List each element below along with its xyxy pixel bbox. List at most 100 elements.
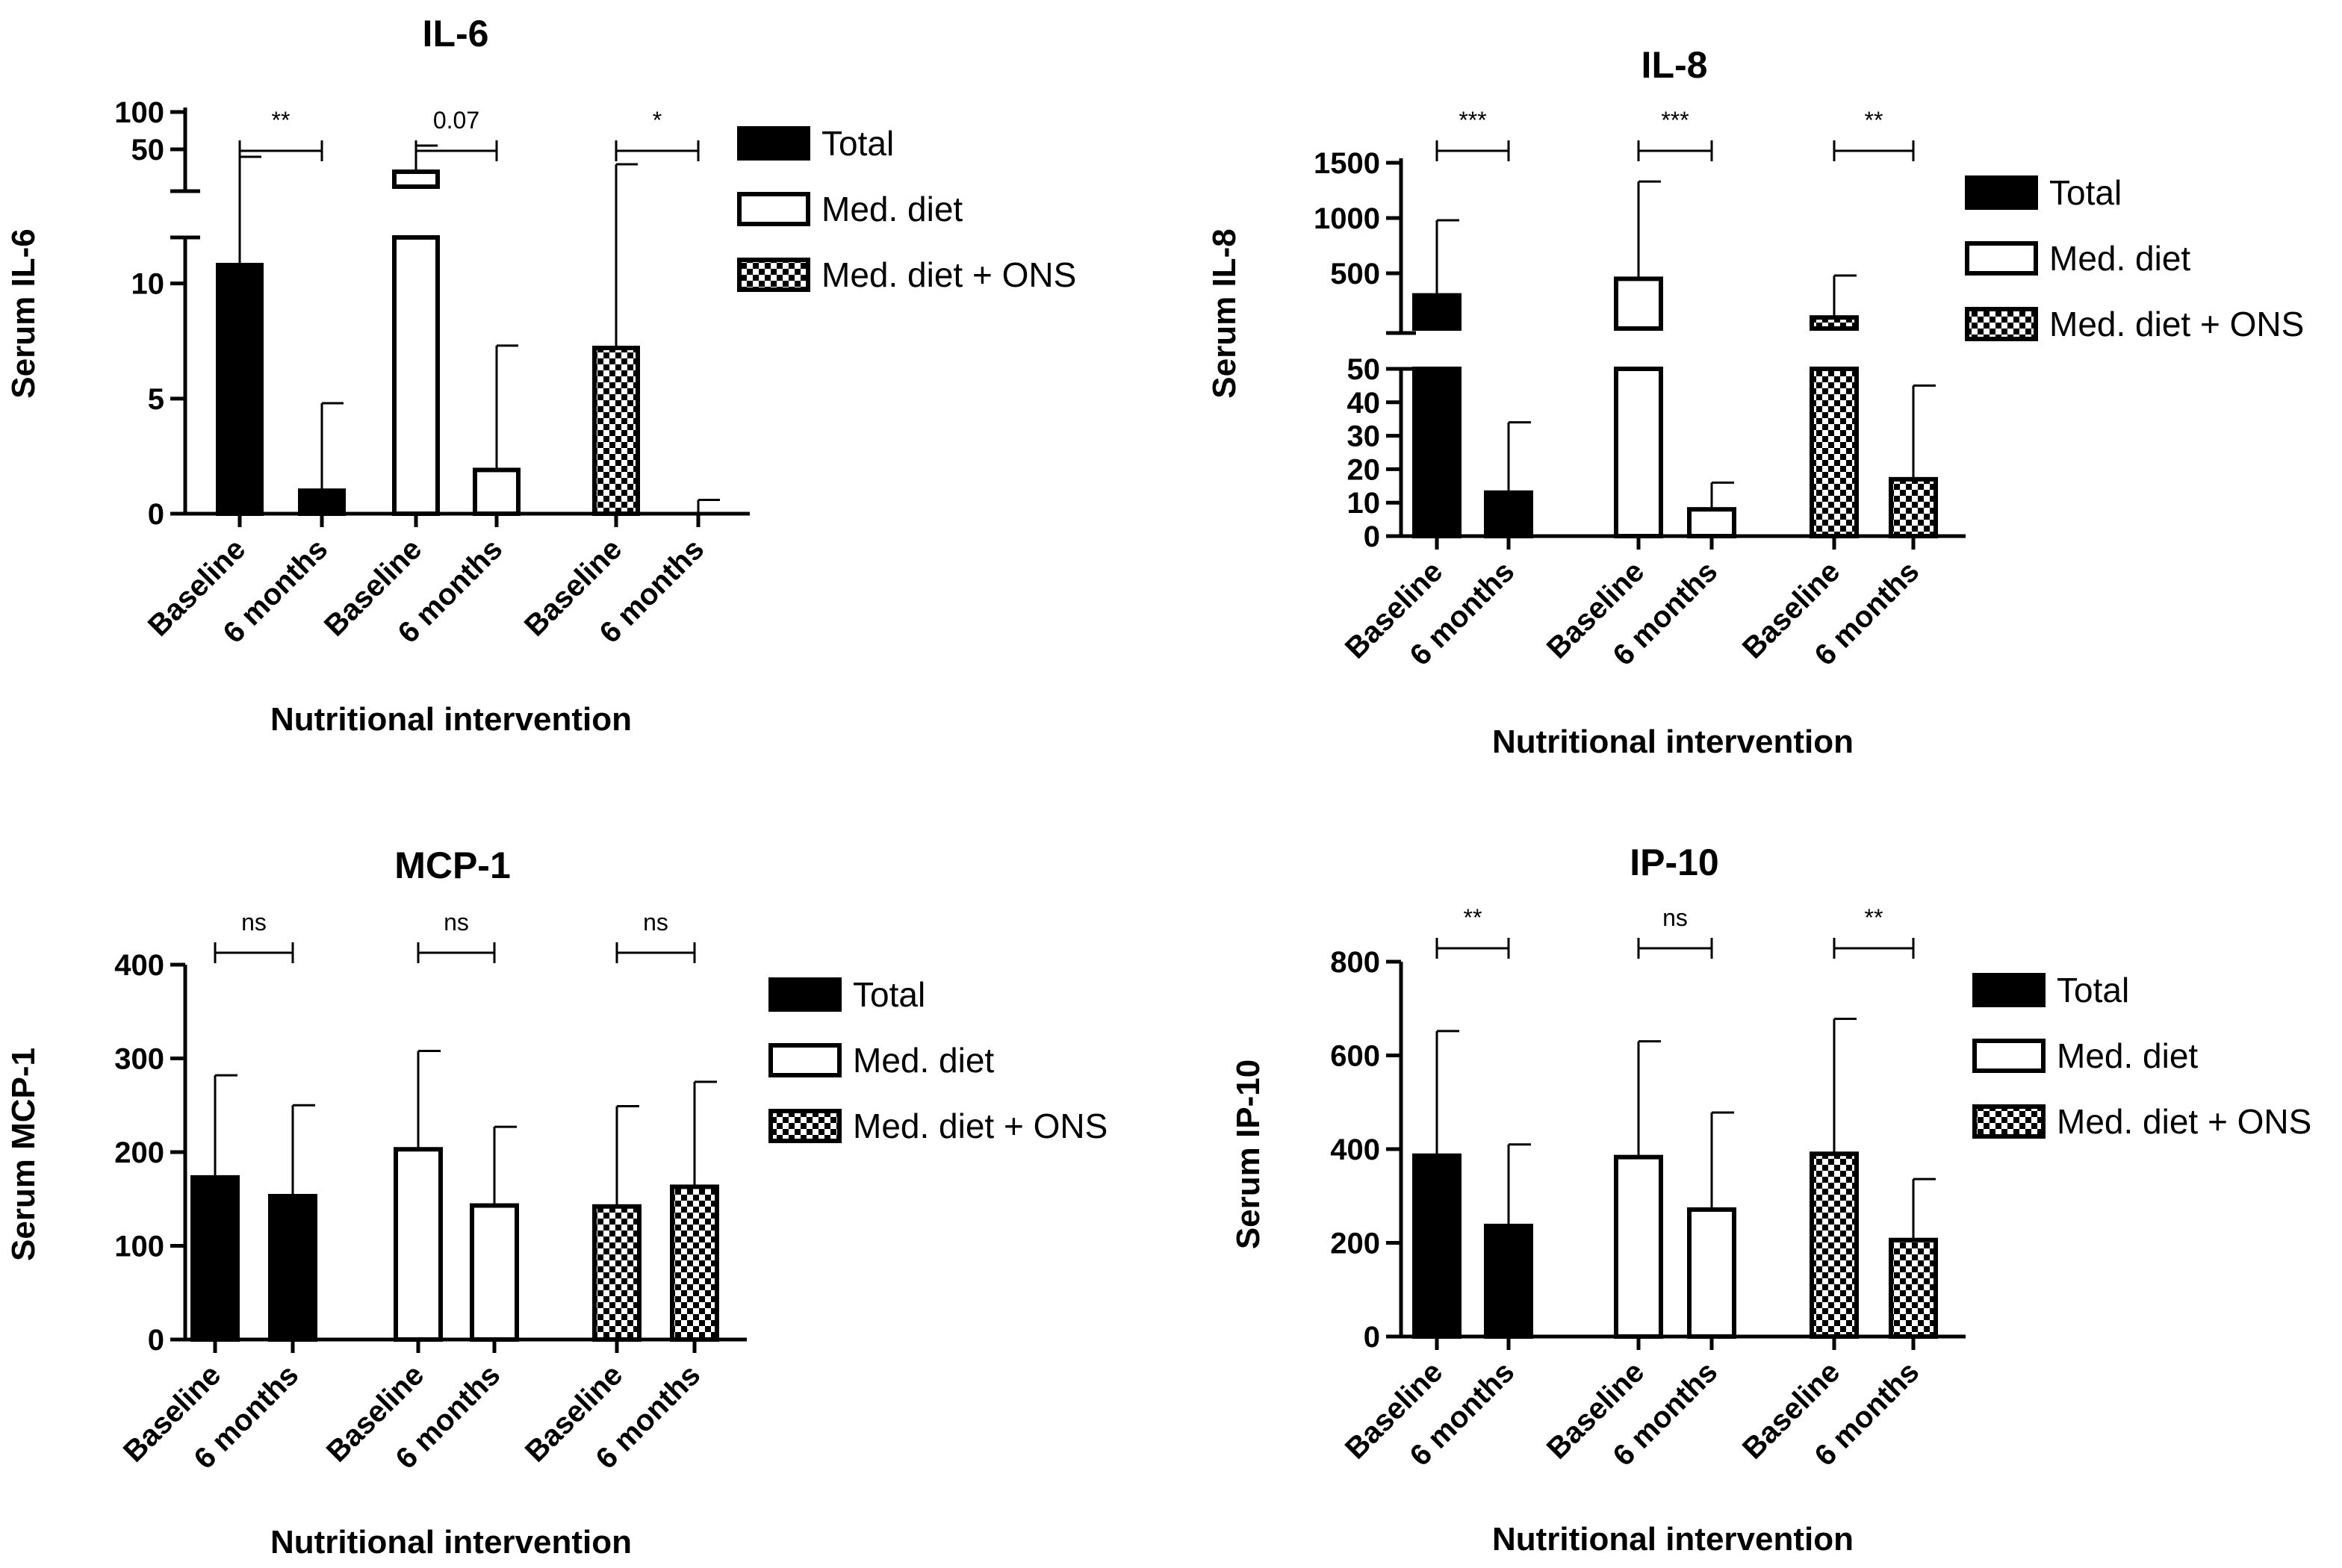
legend-label: Total: [821, 124, 894, 163]
significance-bracket: [615, 942, 696, 963]
bar-group: [1412, 1030, 1462, 1340]
y-tick-label: 300: [114, 1043, 164, 1076]
bar-group: [1614, 180, 1663, 538]
legend-swatch: [1972, 1039, 2046, 1073]
bar-group: [1810, 1018, 1859, 1340]
x-axis-label: Nutritional intervention: [1492, 1521, 1854, 1558]
legend-label: Med. diet: [2049, 239, 2190, 278]
significance-bracket: [214, 942, 294, 963]
bar-upper: [1412, 293, 1462, 332]
significance-label: **: [1865, 904, 1883, 931]
y-tick-label: 50: [1347, 353, 1381, 386]
y-tick-label: 10: [131, 268, 165, 301]
bar: [1889, 476, 1938, 539]
bar: [1412, 367, 1462, 538]
legend-label: Med. diet + ONS: [2057, 1102, 2311, 1141]
bar: [1614, 367, 1663, 538]
legend-label: Total: [2057, 971, 2129, 1009]
legend-swatch: [768, 1043, 842, 1077]
significance-label: ns: [444, 909, 469, 936]
significance-label: **: [1464, 904, 1482, 931]
significance-bracket: [238, 140, 323, 161]
significance-label: 0.07: [433, 107, 479, 134]
significance-bracket: [417, 942, 496, 963]
significance-label: ***: [1459, 107, 1486, 134]
y-axis-label: Serum MCP-1: [5, 1048, 42, 1261]
bar-group: [592, 163, 640, 516]
bar-group: [473, 344, 521, 517]
bar: [1614, 1154, 1663, 1339]
legend-swatch: [737, 258, 810, 292]
x-axis-label: Nutritional intervention: [270, 1524, 632, 1561]
legend-label: Med. diet: [2057, 1036, 2198, 1075]
legend-swatch: [1965, 241, 2038, 276]
bar-upper: [392, 169, 440, 189]
bar: [216, 263, 264, 516]
bar-group: [592, 1105, 642, 1343]
significance-label: ns: [1662, 904, 1688, 931]
significance-bracket: [1637, 938, 1713, 959]
legend-swatch: [768, 1109, 842, 1143]
y-tick-label: 0: [1364, 520, 1380, 553]
bar-group: [470, 1125, 519, 1343]
y-tick-label: 100: [114, 1231, 164, 1263]
bar-group: [1484, 1143, 1533, 1340]
y-axis-label: Serum IL-8: [1206, 228, 1243, 398]
bar-group: [190, 1074, 240, 1343]
bar-group: [1484, 421, 1533, 539]
legend-label: Med. diet + ONS: [821, 255, 1076, 294]
bar: [268, 1193, 317, 1342]
bar-upper: [1810, 315, 1859, 332]
y-tick-label: 0: [148, 498, 164, 531]
bar-group: [298, 402, 346, 517]
bar-group: [392, 144, 440, 516]
significance-label: **: [1865, 107, 1883, 134]
bar: [670, 1184, 719, 1343]
significance-bracket: [1833, 140, 1915, 161]
significance-bracket: [414, 140, 498, 161]
legend-swatch: [1965, 175, 2038, 210]
chart-title: IL-6: [423, 13, 489, 55]
legend-label: Med. diet + ONS: [2049, 305, 2304, 343]
y-tick-label: 10: [1347, 487, 1381, 520]
significance-bracket: [1435, 938, 1510, 959]
significance-label: ns: [643, 909, 668, 936]
bar: [473, 467, 521, 517]
y-tick-label: 0: [1364, 1321, 1380, 1354]
chart-title: IP-10: [1630, 841, 1719, 883]
y-tick-label: 400: [1330, 1133, 1380, 1166]
significance-label: **: [272, 107, 291, 134]
y-tick-label: 800: [1330, 946, 1380, 979]
legend-swatch: [737, 192, 810, 226]
y-axis-label: Serum IL-6: [5, 228, 42, 398]
y-tick-label: 400: [114, 949, 164, 982]
significance-label: *: [653, 107, 662, 134]
panel-il-6: IL-6 Serum IL-6 Nutritional intervention 0 5…: [5, 13, 1076, 738]
bar-upper: [1614, 276, 1663, 331]
legend-swatch: [768, 977, 842, 1012]
y-tick-label: 200: [114, 1136, 164, 1169]
y-tick-label: 1500: [1314, 147, 1380, 180]
bar-group: [1687, 481, 1736, 538]
legend-label: Total: [853, 975, 925, 1014]
y-tick-label: 100: [114, 96, 164, 129]
y-tick-label: 20: [1347, 453, 1381, 486]
y-tick-label: 1000: [1314, 202, 1380, 235]
y-tick-label: 0: [148, 1324, 164, 1357]
bar: [592, 1204, 642, 1343]
chart-title: IL-8: [1641, 44, 1708, 86]
x-axis-label: Nutritional intervention: [270, 701, 632, 738]
legend-label: Total: [2049, 173, 2122, 212]
y-tick-label: 50: [131, 134, 165, 167]
bar-group: [670, 1080, 719, 1343]
bar: [1810, 367, 1859, 538]
bar: [1687, 507, 1736, 538]
bar: [190, 1175, 240, 1343]
bar-group: [697, 499, 720, 514]
bar-group: [1889, 1177, 1938, 1339]
y-tick-label: 40: [1347, 387, 1381, 420]
legend-swatch: [1972, 1104, 2046, 1139]
panel-mcp-1: MCP-1 Serum MCP-1 Nutritional intervention…: [5, 844, 1108, 1561]
